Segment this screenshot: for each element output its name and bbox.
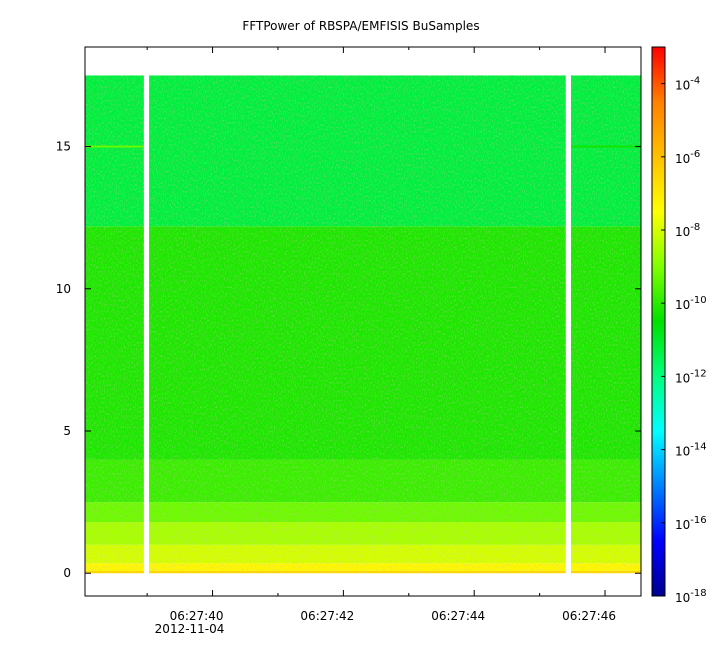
- y-tick-label: 10: [56, 282, 71, 296]
- spectral-line-feature: [571, 145, 641, 148]
- data-gaps: [143, 74, 572, 575]
- data-gap: [565, 74, 572, 575]
- colorbar-tick-label: 10-8: [675, 222, 700, 239]
- x-tick-label: 06:27:40: [170, 609, 224, 623]
- colorbar-tick-label: 10-6: [675, 149, 700, 166]
- chart-title: FFTPower of RBSPA/EMFISIS BuSamples: [242, 19, 479, 33]
- y-tick-label: 15: [56, 140, 71, 154]
- y-tick-label: 5: [63, 424, 71, 438]
- x-tick-label: 06:27:46: [562, 609, 616, 623]
- heatmap-noise-texture: [85, 75, 641, 574]
- colorbar-ticks: 10-4 10-6 10-8 10-10 10-12 10-14 10-16 10-18: [661, 76, 707, 605]
- speckle-texture: [85, 75, 641, 574]
- colorbar-tick-label: 10-12: [675, 368, 707, 385]
- colorbar-tick-label: 10-14: [675, 442, 707, 459]
- plot-frame: [84, 46, 642, 597]
- colorbar-tick-label: 10-18: [675, 588, 707, 605]
- x-tick-label: 06:27:44: [431, 609, 485, 623]
- colorbar-gradient: [651, 46, 666, 597]
- colorbar-tick-label: 10-4: [675, 76, 700, 93]
- spectral-features: [85, 145, 641, 148]
- spectral-line-feature: [85, 145, 144, 148]
- y-axis: 0 5 10 15: [56, 140, 641, 580]
- colorbar-tick-label: 10-16: [675, 515, 707, 532]
- x-axis-date-label: 2012-11-04: [155, 622, 225, 636]
- x-tick-label: 06:27:42: [300, 609, 354, 623]
- colorbar: 10-4 10-6 10-8 10-10 10-12 10-14 10-16 10-18: [651, 46, 707, 605]
- colorbar-tick-label: 10-10: [675, 295, 707, 312]
- y-tick-label: 0: [63, 566, 71, 580]
- data-gap: [143, 74, 150, 575]
- x-axis: 06:27:40 06:27:42 06:27:44 06:27:46: [146, 47, 616, 623]
